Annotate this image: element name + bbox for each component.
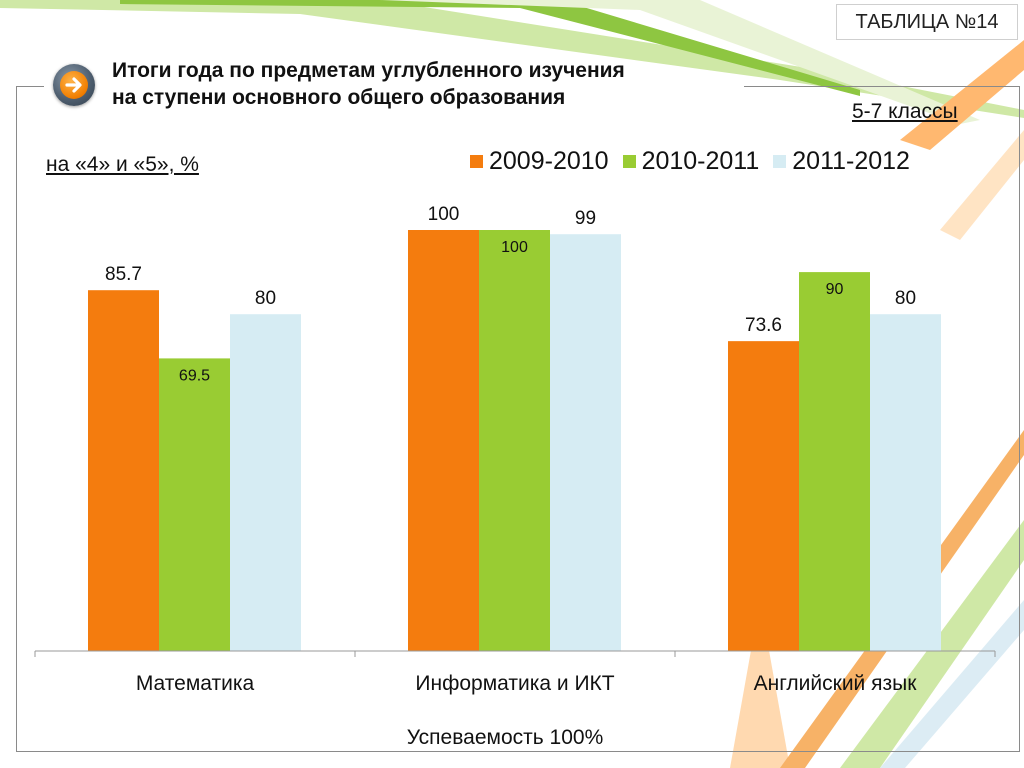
bar-2-1 — [159, 358, 230, 651]
data-label: 80 — [255, 288, 276, 309]
table-number-badge: ТАБЛИЦА №14 — [836, 4, 1018, 40]
bar-3-1 — [230, 314, 301, 651]
footer-note: Успеваемость 100% — [406, 726, 604, 749]
legend-item-2009-2010: 2009-2010 — [470, 147, 609, 176]
bar-2-2 — [479, 230, 550, 651]
slide-title: Итоги года по предметам углубленного изу… — [112, 57, 812, 111]
grade-label: 5-7 классы — [852, 100, 958, 123]
category-tick-label: Английский язык — [754, 672, 918, 695]
legend-label: 2009-2010 — [489, 147, 609, 175]
frame-gap — [44, 80, 744, 94]
bar-1-2 — [408, 230, 479, 651]
y-axis-label: на «4» и «5», % — [46, 153, 199, 176]
arrow-right-icon[interactable] — [53, 64, 95, 106]
slide-title-line-2: на ступени основного общего образования — [112, 86, 566, 109]
data-label: 69.5 — [179, 367, 210, 384]
data-label: 80 — [895, 288, 916, 309]
data-label: 90 — [826, 281, 844, 298]
legend-label: 2010-2011 — [641, 147, 760, 175]
category-tick-label: Математика — [136, 672, 255, 695]
legend-item-2010-2011: 2010-2011 — [622, 147, 760, 176]
data-label: 100 — [501, 239, 528, 256]
bar-2-3 — [799, 272, 870, 651]
data-label: 100 — [428, 204, 460, 225]
category-tick-label: Информатика и ИКТ — [415, 672, 614, 695]
legend-swatch-lightblue — [773, 155, 787, 168]
data-label: 85.7 — [105, 264, 142, 285]
bar-1-1 — [88, 290, 159, 651]
legend-item-2011-2012: 2011-2012 — [773, 147, 910, 176]
legend-label: 2011-2012 — [792, 147, 910, 175]
data-label: 99 — [575, 208, 596, 229]
bar-3-2 — [550, 234, 621, 651]
bar-1-3 — [728, 341, 799, 651]
bar-3-3 — [870, 314, 941, 651]
legend-swatch-orange — [470, 155, 483, 168]
slide-title-line-1: Итоги года по предметам углубленного изу… — [112, 59, 625, 82]
data-label: 73.6 — [745, 315, 782, 336]
chart-legend: 2009-2010 2010-2011 2011-2012 — [470, 147, 924, 176]
legend-swatch-green — [622, 155, 636, 168]
